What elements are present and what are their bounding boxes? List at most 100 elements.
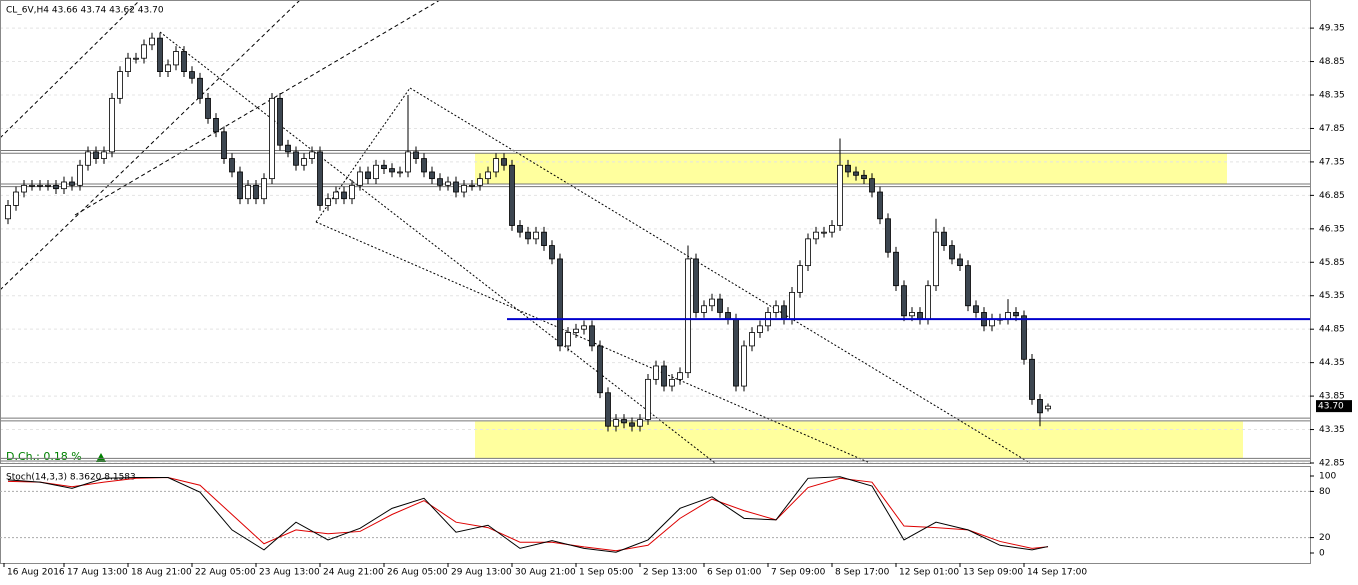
candle-body [605,392,611,427]
candle-body [573,328,579,333]
candle-body [157,37,163,72]
candle-body [565,332,571,347]
candle-body [389,168,395,173]
x-tick-label: 16 Aug 2016 [7,568,65,578]
candle-body [253,184,259,200]
candle-body [365,171,371,180]
candle-body [685,258,691,374]
candle-body [1005,312,1011,320]
stoch-title: Stoch(14,3,3) 8.3620 8.1583 [6,473,136,483]
candle-body [333,191,339,200]
candle-body [77,164,83,186]
candle-body [781,305,787,320]
candle-body [725,312,731,320]
y-tick-label: 44.85 [1319,325,1345,335]
candle-body [821,231,827,234]
price-tag-label: 43.70 [1318,402,1344,412]
x-tick-label: 14 Sep 17:00 [1027,568,1087,578]
candle-body [989,318,995,327]
candle-body [1037,399,1043,414]
candle-body [61,181,67,190]
candle-body [741,345,747,387]
candle-body [933,231,939,287]
candle-body [533,231,539,240]
x-tick-label: 24 Aug 21:00 [323,568,384,578]
x-tick-label: 17 Aug 13:00 [67,568,128,578]
y-tick-label: 46.35 [1319,224,1345,234]
candle-body [205,97,211,119]
candle-body [213,118,219,133]
y-tick-label: 48.35 [1319,91,1345,101]
x-tick-label: 22 Aug 05:00 [195,568,256,578]
candle-body [629,422,635,427]
main-frame [0,0,1311,464]
y-tick-label: 80 [1319,487,1331,497]
candle-body [509,164,515,226]
candle-body [429,171,435,180]
candle-body [125,57,131,72]
candle-body [661,365,667,387]
candle-body [757,325,763,333]
candle-body [413,151,419,159]
up-arrow [96,453,106,462]
candle-body [261,178,267,200]
y-tick-label: 49.35 [1319,24,1345,34]
candle-body [517,225,523,233]
candle-body [693,258,699,313]
candle-body [445,181,451,186]
candle-body [845,164,851,173]
candle-body [541,231,547,246]
candle-body [805,238,811,267]
candle-body [797,265,803,293]
candle-body [861,174,867,180]
y-tick-label: 100 [1319,472,1336,482]
y-tick-label: 20 [1319,533,1331,543]
candle-body [901,285,907,317]
x-tick-label: 13 Sep 09:00 [963,568,1023,578]
trend-line [159,31,716,464]
candle-body [837,164,843,226]
candle-body [21,184,27,193]
candle-body [37,184,43,187]
candle-body [477,178,483,186]
candle-body [701,305,707,313]
y-tick-label: 43.35 [1319,425,1345,435]
candle-body [949,245,955,260]
x-tick-label: 29 Aug 13:00 [451,568,512,578]
candle-body [237,171,243,200]
candle-body [221,131,227,159]
candle-body [189,71,195,79]
candle-body [1045,405,1051,410]
candle-body [613,419,619,427]
candle-body [469,184,475,187]
candle-body [317,151,323,206]
zone [475,421,1243,459]
candle-body [669,378,675,387]
candle-body [621,419,627,424]
stoch-frame [0,466,1311,564]
candle-body [197,77,203,99]
candle-body [85,151,91,166]
candle-body [885,218,891,253]
candle-body [397,171,403,174]
candle-body [109,97,115,153]
candle-body [549,245,555,260]
y-tick-label: 0 [1319,549,1325,559]
y-tick-label: 45.85 [1319,258,1345,268]
candle-body [637,419,643,427]
y-tick-label: 48.85 [1319,57,1345,67]
y-tick-label: 47.85 [1319,124,1345,134]
candle-body [749,332,755,347]
candle-body [733,318,739,387]
candle-body [357,171,363,186]
x-tick-label: 2 Sep 13:00 [643,568,698,578]
y-tick-label: 45.35 [1319,291,1345,301]
candle-body [597,345,603,394]
x-tick-label: 12 Sep 01:00 [899,568,959,578]
candle-body [925,285,931,320]
candle-body [909,312,915,317]
candle-body [101,151,107,159]
y-tick-label: 47.35 [1319,157,1345,167]
